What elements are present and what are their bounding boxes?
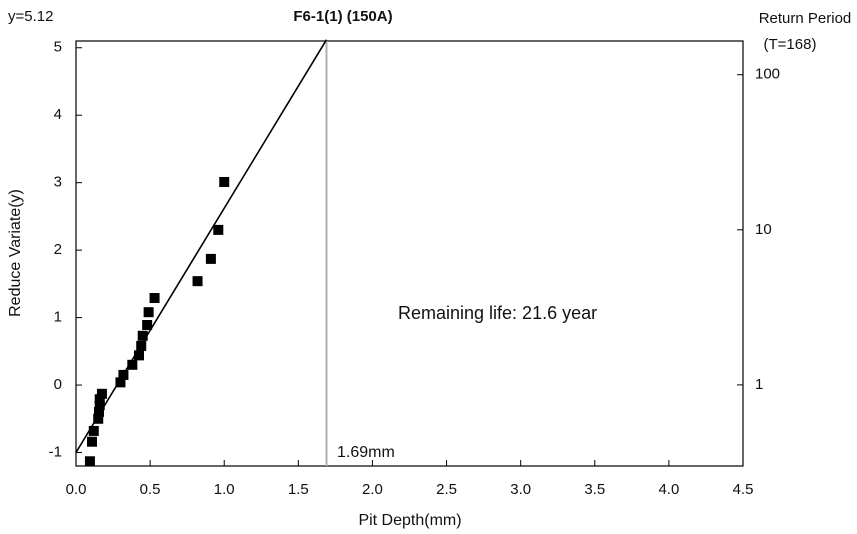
point	[96, 388, 107, 399]
plot-frame	[75, 40, 744, 467]
point	[94, 394, 105, 405]
y-tick-label: -1	[49, 443, 62, 460]
x-tick-label: 0.0	[66, 481, 87, 498]
chart-title: F6-1(1) (150A)	[293, 8, 392, 25]
x-tick-label: 4.5	[733, 481, 754, 498]
point	[219, 176, 230, 187]
point	[93, 407, 104, 418]
point	[205, 253, 216, 264]
x-tick-label: 0.5	[140, 481, 161, 498]
point	[192, 276, 203, 287]
point	[142, 320, 153, 331]
x-tick-label: 3.5	[584, 481, 605, 498]
x-tick-label: 2.5	[436, 481, 457, 498]
vline-label: 1.69mm	[337, 444, 395, 461]
point	[149, 293, 160, 304]
y2-tick-label: 100	[755, 66, 780, 83]
x-tick-label: 3.0	[510, 481, 531, 498]
x-tick-label: 2.0	[362, 481, 383, 498]
point	[118, 369, 129, 380]
point	[136, 340, 147, 351]
y2-tick-label: 1	[755, 376, 763, 393]
y-axis-title: Reduce Variate(y)	[7, 189, 24, 317]
y-tick-label: 5	[54, 39, 62, 56]
annotation: Remaining life: 21.6 year	[398, 303, 597, 323]
y-tick-label: 4	[54, 106, 62, 123]
x-axis-title: Pit Depth(mm)	[358, 512, 461, 529]
y-tick-label: 2	[54, 241, 62, 258]
y2-axis-title: Return Period	[759, 10, 852, 27]
point	[84, 456, 95, 467]
point	[94, 400, 105, 411]
point	[137, 330, 148, 341]
y2-tick-label: 10	[755, 221, 772, 238]
point	[213, 224, 224, 235]
point	[93, 413, 104, 424]
point	[127, 359, 138, 370]
x-tick-label: 1.0	[214, 481, 235, 498]
fit-line	[75, 39, 328, 453]
point	[87, 436, 98, 447]
y-tick-label: 0	[54, 376, 62, 393]
point	[115, 377, 126, 388]
x-tick-label: 1.5	[288, 481, 309, 498]
x-tick-label: 4.0	[658, 481, 679, 498]
y-tick-label: 3	[54, 174, 62, 191]
point	[133, 350, 144, 361]
y2-note: (T=168)	[764, 36, 817, 53]
point	[143, 307, 154, 318]
point	[88, 425, 99, 436]
corner-note: y=5.12	[8, 8, 53, 25]
y-tick-label: 1	[54, 309, 62, 326]
